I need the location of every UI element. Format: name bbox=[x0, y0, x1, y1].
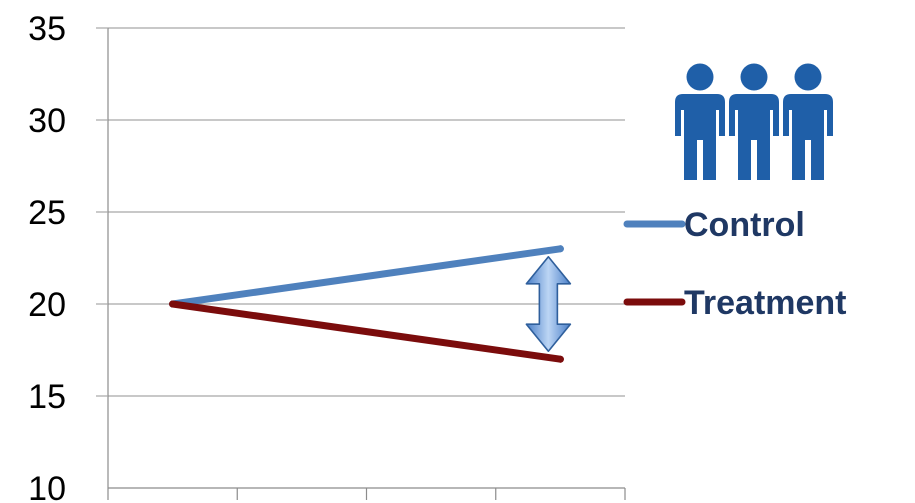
y-tick-label-35: 35 bbox=[28, 10, 66, 48]
person-body bbox=[675, 94, 725, 180]
y-tick-label-25: 25 bbox=[28, 194, 66, 232]
legend-label-control: Control bbox=[684, 206, 805, 244]
axes bbox=[107, 28, 626, 500]
y-tick-label-10: 10 bbox=[28, 470, 66, 503]
y-tick-label-15: 15 bbox=[28, 378, 66, 416]
person-head bbox=[686, 63, 714, 91]
legend: Control Treatment bbox=[623, 206, 847, 322]
y-tick-label-30: 30 bbox=[28, 102, 66, 140]
difference-arrow bbox=[525, 256, 572, 352]
person-body bbox=[783, 94, 833, 180]
person-icon bbox=[675, 63, 725, 180]
person-head bbox=[794, 63, 822, 91]
person-icon bbox=[783, 63, 833, 180]
series-line-control bbox=[169, 245, 564, 308]
person-icon bbox=[729, 63, 779, 180]
person-body bbox=[729, 94, 779, 180]
double-arrow-icon bbox=[525, 256, 572, 352]
data-point-treatment-1 bbox=[556, 355, 564, 363]
y-tick-label-20: 20 bbox=[28, 286, 66, 324]
series-lines bbox=[169, 245, 564, 363]
y-axis-ticks: 10 15 20 25 30 35 bbox=[28, 10, 108, 503]
series-line-treatment bbox=[169, 300, 564, 363]
data-point-treatment-0 bbox=[169, 300, 177, 308]
legend-label-treatment: Treatment bbox=[684, 284, 847, 322]
person-head bbox=[740, 63, 768, 91]
people-group-icon bbox=[675, 63, 833, 180]
data-point-control-1 bbox=[556, 245, 564, 253]
